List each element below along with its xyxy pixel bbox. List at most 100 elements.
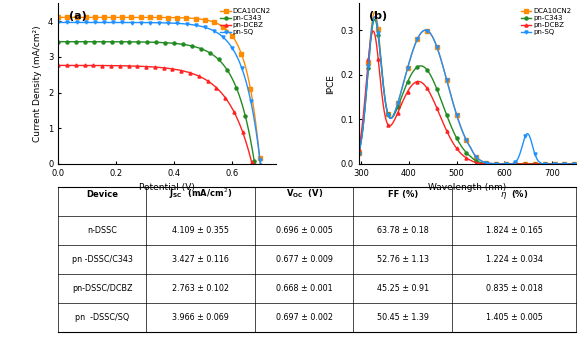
pn-C343 [197, 46, 204, 51]
pn-DCBZ [573, 162, 580, 166]
pn-SQ [258, 162, 265, 166]
Y-axis label: IPCE: IPCE [326, 74, 335, 94]
pn-C343 [119, 40, 126, 44]
Text: pn -DSSC/C343: pn -DSSC/C343 [72, 255, 133, 264]
DCA10CN2 [135, 15, 142, 19]
Text: 1.224 ± 0.034: 1.224 ± 0.034 [485, 255, 542, 264]
Line: pn-SQ: pn-SQ [56, 21, 263, 165]
pn-SQ [257, 162, 264, 166]
Text: 3.427 ± 0.116: 3.427 ± 0.116 [172, 255, 229, 264]
pn-SQ [79, 20, 86, 24]
pn-C343 [488, 162, 495, 166]
pn-SQ [488, 161, 495, 165]
pn-SQ [135, 20, 142, 24]
pn-SQ [494, 162, 501, 166]
Text: 1.824 ± 0.165: 1.824 ± 0.165 [485, 226, 542, 235]
pn-C343 [520, 162, 527, 166]
pn-C343 [371, 17, 378, 21]
Text: pn-DSSC/DCBZ: pn-DSSC/DCBZ [72, 284, 133, 293]
pn-C343 [573, 162, 580, 166]
pn-SQ [183, 22, 190, 26]
Text: 0.697 ± 0.002: 0.697 ± 0.002 [276, 313, 333, 322]
pn-C343 [482, 161, 489, 165]
pn-DCBZ [118, 64, 125, 68]
Line: DCA10CN2: DCA10CN2 [357, 11, 578, 165]
DCA10CN2 [573, 162, 580, 166]
pn-DCBZ [196, 74, 203, 78]
Text: $\eta$  (%): $\eta$ (%) [500, 188, 528, 201]
Line: DCA10CN2: DCA10CN2 [56, 16, 262, 165]
Legend: DCA10CN2, pn-C343, pn-DCBZ, pn-SQ: DCA10CN2, pn-C343, pn-DCBZ, pn-SQ [219, 7, 272, 37]
pn-DCBZ [482, 162, 489, 166]
DCA10CN2 [121, 15, 128, 19]
Text: V$_{\mathregular{OC}}$  (V): V$_{\mathregular{OC}}$ (V) [286, 188, 323, 200]
Text: (a): (a) [69, 12, 87, 21]
pn-C343 [133, 40, 140, 44]
pn-SQ [203, 26, 210, 30]
pn-SQ [201, 25, 208, 29]
X-axis label: Wavelength (nm): Wavelength (nm) [428, 183, 506, 193]
DCA10CN2 [182, 16, 189, 20]
pn-SQ [55, 20, 62, 24]
pn-DCBZ [488, 162, 495, 166]
Text: FF (%): FF (%) [388, 190, 418, 199]
Y-axis label: Current Density (mA/cm²): Current Density (mA/cm²) [33, 25, 42, 142]
pn-C343 [368, 28, 375, 32]
pn-DCBZ [355, 147, 362, 152]
pn-SQ [482, 160, 489, 164]
X-axis label: Potential (V): Potential (V) [139, 183, 195, 193]
pn-SQ [368, 25, 375, 29]
DCA10CN2 [55, 15, 62, 19]
pn-C343 [355, 151, 362, 155]
Line: pn-C343: pn-C343 [357, 18, 578, 165]
DCA10CN2 [371, 10, 378, 14]
Text: 4.109 ± 0.355: 4.109 ± 0.355 [172, 226, 229, 235]
DCA10CN2 [355, 151, 362, 155]
Text: pn  -DSSC/SQ: pn -DSSC/SQ [75, 313, 129, 322]
pn-DCBZ [78, 63, 85, 67]
Text: n-DSSC: n-DSSC [87, 226, 117, 235]
pn-DCBZ [132, 64, 139, 68]
DCA10CN2 [79, 15, 86, 19]
Line: pn-SQ: pn-SQ [357, 15, 578, 165]
pn-SQ [573, 162, 580, 166]
Line: pn-C343: pn-C343 [56, 40, 257, 165]
pn-DCBZ [543, 162, 550, 166]
Text: Device: Device [86, 190, 118, 199]
Text: 3.966 ± 0.069: 3.966 ± 0.069 [172, 313, 229, 322]
Text: (b): (b) [370, 12, 388, 21]
DCA10CN2 [368, 21, 375, 25]
pn-SQ [371, 15, 378, 19]
pn-C343 [494, 162, 501, 166]
Text: 0.835 ± 0.018: 0.835 ± 0.018 [485, 284, 542, 293]
pn-C343 [252, 162, 259, 166]
DCA10CN2 [520, 162, 527, 166]
Line: pn-DCBZ: pn-DCBZ [357, 29, 578, 165]
Text: J$_{\mathregular{SC}}$  (mA/cm$^{2}$): J$_{\mathregular{SC}}$ (mA/cm$^{2}$) [169, 187, 232, 201]
pn-DCBZ [178, 68, 184, 73]
pn-DCBZ [250, 162, 257, 166]
Text: 50.45 ± 1.39: 50.45 ± 1.39 [377, 313, 429, 322]
Text: 1.405 ± 0.005: 1.405 ± 0.005 [485, 313, 542, 322]
Text: 52.76 ± 1.13: 52.76 ± 1.13 [377, 255, 429, 264]
DCA10CN2 [488, 161, 495, 165]
pn-DCBZ [249, 162, 256, 166]
pn-DCBZ [520, 162, 527, 166]
pn-C343 [79, 40, 86, 44]
Legend: DCA10CN2, pn-C343, pn-DCBZ, pn-SQ: DCA10CN2, pn-C343, pn-DCBZ, pn-SQ [519, 7, 573, 37]
pn-DCBZ [196, 75, 203, 79]
DCA10CN2 [201, 18, 208, 22]
DCA10CN2 [494, 162, 501, 166]
pn-DCBZ [370, 29, 377, 33]
pn-SQ [543, 162, 550, 166]
pn-C343 [251, 162, 258, 166]
DCA10CN2 [257, 162, 264, 166]
pn-C343 [543, 162, 550, 166]
Text: 0.696 ± 0.005: 0.696 ± 0.005 [276, 226, 333, 235]
DCA10CN2 [202, 18, 209, 22]
pn-C343 [55, 40, 62, 44]
Text: 0.677 ± 0.009: 0.677 ± 0.009 [276, 255, 333, 264]
pn-DCBZ [55, 63, 62, 67]
Text: 0.668 ± 0.001: 0.668 ± 0.001 [276, 284, 332, 293]
Text: 63.78 ± 0.18: 63.78 ± 0.18 [377, 226, 428, 235]
